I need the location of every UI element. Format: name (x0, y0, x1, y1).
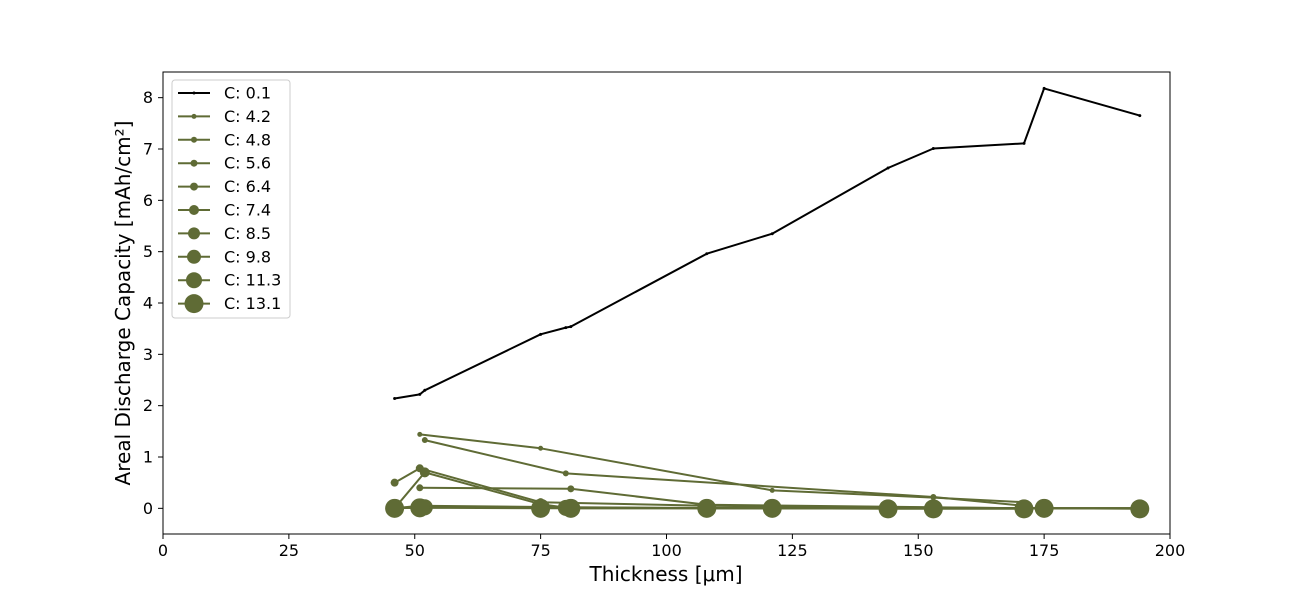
data-point (770, 232, 774, 236)
x-tick-label: 75 (530, 541, 550, 560)
plot-lines (385, 86, 1150, 519)
data-point (886, 166, 890, 170)
series-line (394, 87, 1141, 400)
data-point (418, 392, 422, 396)
y-tick-label: 8 (143, 88, 153, 107)
data-point (931, 146, 935, 150)
data-point (1042, 86, 1046, 90)
legend-entry: C: 13.1 (178, 294, 281, 314)
legend-label: C: 0.1 (224, 84, 271, 103)
legend-marker (191, 136, 197, 143)
x-tick-label: 175 (1029, 541, 1060, 560)
data-point (393, 396, 397, 400)
y-tick-label: 4 (143, 294, 153, 313)
series-4-8 (421, 437, 1027, 509)
legend-label: C: 4.8 (224, 130, 271, 149)
y-tick-label: 0 (143, 499, 153, 518)
series-0-1 (393, 86, 1142, 400)
data-point (1014, 499, 1034, 519)
legend: C: 0.1 C: 4.2 C: 4.8 C: 5.6 C: 6.4 C: 7.4 C: 8… (171, 79, 291, 319)
legend-entry: C: 6.4 (178, 177, 271, 196)
data-point (564, 326, 568, 330)
x-axis-title: Thickness [μm] (588, 562, 742, 586)
data-point (421, 437, 428, 444)
series-line (394, 467, 1045, 510)
legend-entry: C: 4.2 (178, 107, 271, 126)
data-point (390, 478, 399, 487)
y-axis-title: Areal Discharge Capacity [mAh/cm²] (111, 121, 135, 486)
legend-label: C: 11.3 (224, 271, 281, 290)
data-point (385, 498, 405, 518)
x-axis: 0 25 50 75 100 125 150 175 200 (158, 534, 1185, 560)
data-point (539, 332, 543, 336)
legend-marker (190, 159, 198, 167)
legend-label: C: 7.4 (224, 201, 271, 220)
data-point (697, 498, 717, 518)
legend-entry: C: 8.5 (178, 224, 271, 243)
x-tick-label: 100 (651, 541, 682, 560)
legend-label: C: 13.1 (224, 294, 281, 313)
legend-marker (190, 182, 198, 191)
data-point (423, 388, 427, 392)
series-line (424, 439, 1025, 507)
y-tick-label: 6 (143, 191, 153, 210)
data-point (538, 445, 544, 451)
legend-entry: C: 0.1 (178, 84, 271, 103)
data-point (769, 487, 775, 493)
legend-entry: C: 4.8 (178, 130, 271, 149)
series-13-1 (385, 498, 1150, 519)
y-tick-label: 2 (143, 396, 153, 415)
data-point (1034, 498, 1054, 518)
x-tick-label: 125 (777, 541, 808, 560)
x-tick-label: 0 (158, 541, 168, 560)
x-tick-label: 150 (903, 541, 934, 560)
legend-entry: C: 11.3 (178, 271, 281, 290)
legend-entry: C: 5.6 (178, 154, 271, 173)
data-point (561, 498, 581, 518)
legend-marker (187, 249, 201, 264)
legend-marker (191, 113, 197, 119)
data-point (416, 484, 424, 492)
legend-marker (188, 227, 200, 240)
data-point (562, 470, 569, 477)
data-point (878, 499, 898, 519)
y-tick-label: 3 (143, 345, 153, 364)
data-point (569, 325, 573, 329)
legend-label: C: 5.6 (224, 154, 271, 173)
x-tick-label: 25 (279, 541, 299, 560)
data-point (410, 498, 430, 518)
data-point (531, 498, 551, 518)
plot-frame (162, 71, 1171, 535)
legend-label: C: 9.8 (224, 247, 271, 266)
legend-marker (192, 91, 196, 95)
data-point (1022, 141, 1026, 145)
y-tick-label: 7 (143, 140, 153, 159)
legend-marker (184, 294, 204, 314)
series-line (419, 433, 1025, 504)
data-point (1130, 499, 1150, 519)
data-point (567, 485, 575, 493)
data-point (705, 252, 709, 256)
data-point (762, 498, 782, 518)
x-tick-label: 50 (405, 541, 425, 560)
legend-marker (189, 205, 199, 215)
legend-label: C: 8.5 (224, 224, 271, 243)
legend-marker (186, 272, 202, 289)
legend-entry: C: 9.8 (178, 247, 271, 266)
legend-entry: C: 7.4 (178, 201, 271, 220)
y-tick-label: 1 (143, 448, 153, 467)
data-point (417, 431, 423, 437)
x-tick-label: 200 (1155, 541, 1186, 560)
data-point (930, 494, 937, 501)
data-point (419, 467, 430, 478)
y-tick-label: 5 (143, 242, 153, 261)
y-axis: 0 1 2 3 4 5 6 7 8 (143, 88, 163, 518)
data-point (1138, 114, 1142, 118)
legend-label: C: 4.2 (224, 107, 271, 126)
legend-label: C: 6.4 (224, 177, 271, 196)
series-6-4 (390, 464, 1049, 513)
data-point (923, 499, 943, 519)
